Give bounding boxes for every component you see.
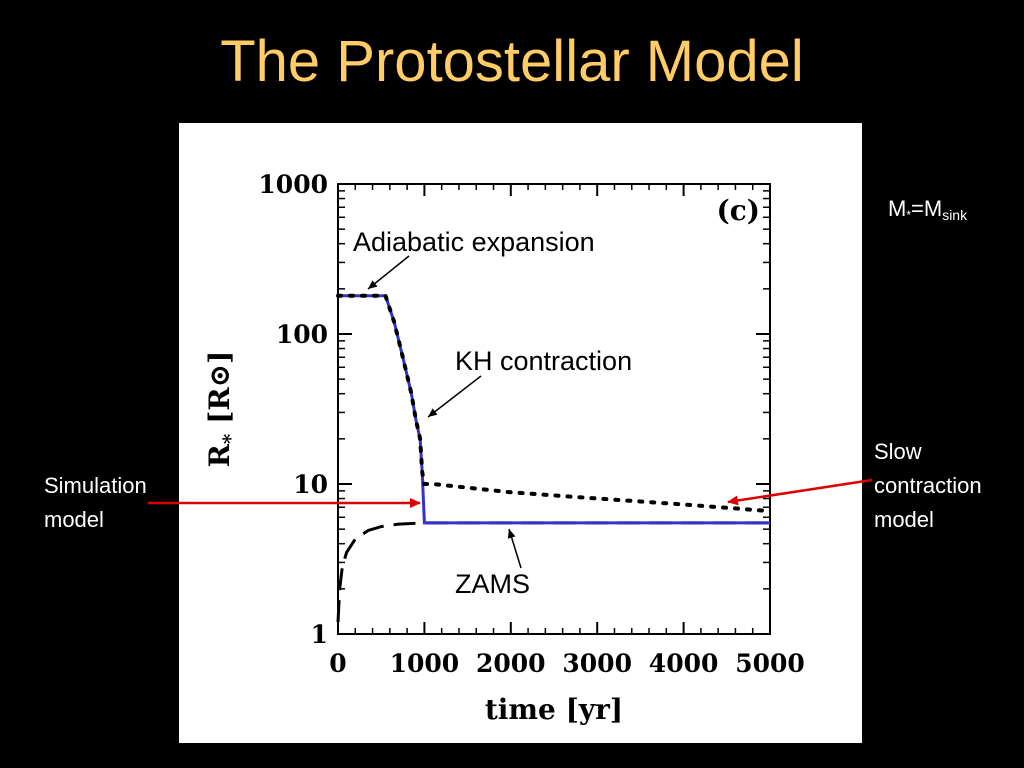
x-tick-label: 1000 [390, 649, 460, 678]
mass-m: M [888, 196, 907, 221]
y-axis-label: R* [R⊙] [203, 351, 242, 468]
x-tick-label: 4000 [649, 649, 719, 678]
kh-contraction-arrow [427, 375, 482, 418]
axes-layer: 0 1000 2000 3000 4000 5000 1 10 100 1000 time [yr]… [203, 170, 805, 726]
x-tick-label: 5000 [735, 649, 805, 678]
plot-frame [337, 183, 771, 635]
chart-panel: 0 1000 2000 3000 4000 5000 1 10 100 1000 time [yr]… [179, 123, 862, 743]
adiabatic-expansion-label: Adiabatic expansion [353, 227, 595, 257]
chart-svg: 0 1000 2000 3000 4000 5000 1 10 100 1000 time [yr]… [203, 170, 805, 726]
panel-label: (c) [716, 194, 760, 227]
kh-contraction-label: KH contraction [455, 346, 632, 376]
y-tick-label: 1 [311, 620, 328, 649]
zams-arrow [507, 528, 522, 569]
x-tick-label: 3000 [562, 649, 632, 678]
slow-contraction-line-2: contraction [874, 473, 982, 498]
adiabatic-expansion-arrow [367, 255, 410, 290]
slow-contraction-line-1: Slow [874, 439, 922, 464]
x-tick-label: 0 [329, 649, 346, 678]
series-layer [336, 293, 772, 623]
y-tick-label: 100 [276, 320, 328, 349]
slow-contraction-line [336, 293, 772, 514]
zams-line [336, 521, 770, 623]
mass-eq: =M [911, 196, 943, 221]
zams-label: ZAMS [455, 569, 530, 599]
y-tick-label: 1000 [258, 170, 328, 199]
y-tick-label: 10 [293, 470, 328, 499]
mass-relation-label: M*=Msink [888, 192, 967, 232]
slow-contraction-line-3: model [874, 507, 934, 532]
mass-sink: sink [942, 207, 968, 223]
annotation-layer: Adiabatic expansion KH contraction ZAMS [353, 227, 632, 599]
simulation-model-line-1: Simulation [44, 473, 147, 498]
slow-contraction-label: Slow contraction model [874, 435, 982, 537]
mass-star: * [906, 208, 911, 222]
simulation-model-line-2: model [44, 507, 104, 532]
simulation-model-label: Simulation model [44, 469, 147, 537]
slide-title: The Protostellar Model [220, 29, 804, 94]
x-tick-label: 2000 [476, 649, 546, 678]
simulation-line [338, 294, 770, 525]
x-axis-label: time [yr] [485, 693, 623, 726]
